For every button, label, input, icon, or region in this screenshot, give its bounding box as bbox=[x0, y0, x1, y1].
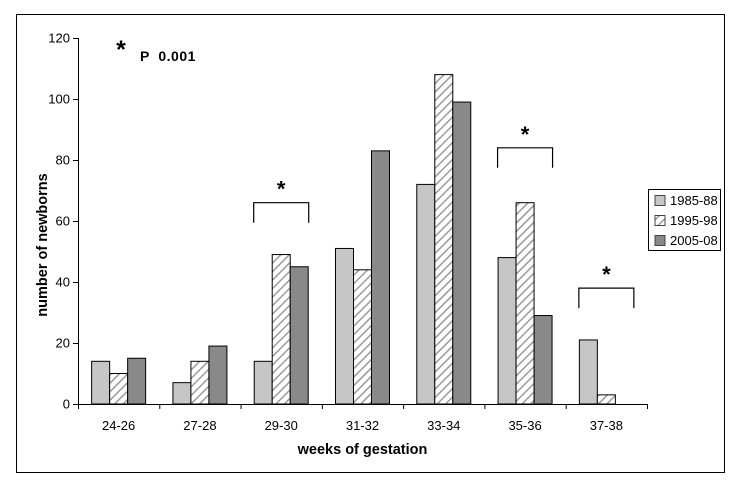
y-axis-tick-label: 40 bbox=[56, 275, 70, 290]
significance-bracket-35-36 bbox=[496, 147, 554, 168]
bar-1995-98-24-26 bbox=[109, 373, 129, 405]
bar-1985-88-31-32 bbox=[335, 247, 354, 405]
bar-2005-08-29-30 bbox=[289, 266, 309, 405]
legend-label-2005-08: 2005-08 bbox=[670, 233, 718, 248]
significance-asterisk: * bbox=[521, 122, 530, 147]
x-axis-title: weeks of gestation bbox=[297, 442, 428, 458]
bar-1985-88-27-28 bbox=[172, 382, 192, 405]
bar-1995-98-35-36 bbox=[515, 202, 535, 405]
significance-asterisk: * bbox=[602, 262, 611, 287]
x-axis-category-label: 35-36 bbox=[508, 418, 541, 433]
significance-asterisk: * bbox=[277, 177, 286, 202]
bar-2005-08-24-26 bbox=[127, 357, 147, 405]
bar-1995-98-29-30 bbox=[271, 254, 291, 405]
legend-label-1985-88: 1985-88 bbox=[670, 193, 718, 208]
p-note-asterisk: * bbox=[116, 36, 126, 64]
bar-1995-98-27-28 bbox=[190, 360, 210, 405]
bar-1995-98-37-38 bbox=[596, 394, 616, 405]
bar-1995-98-31-32 bbox=[353, 269, 372, 405]
bar-2005-08-31-32 bbox=[371, 150, 390, 405]
bar-2005-08-33-34 bbox=[452, 101, 472, 405]
bar-1985-88-35-36 bbox=[497, 257, 517, 405]
y-axis-tick-label: 100 bbox=[48, 92, 70, 107]
x-axis-category-label: 24-26 bbox=[102, 418, 135, 433]
bar-1985-88-24-26 bbox=[91, 360, 111, 405]
x-axis-category-label: 31-32 bbox=[346, 418, 379, 433]
bar-1985-88-33-34 bbox=[416, 183, 436, 405]
y-axis-tick-label: 80 bbox=[56, 153, 70, 168]
x-axis-category-label: 33-34 bbox=[427, 418, 460, 433]
p-note-text: P 0.001 bbox=[140, 48, 196, 64]
x-axis-category-label: 27-28 bbox=[183, 418, 216, 433]
y-axis-tick-label: 20 bbox=[56, 336, 70, 351]
y-axis-title: number of newborns bbox=[35, 173, 51, 316]
figure-border bbox=[16, 14, 725, 473]
legend-swatch-1985-88 bbox=[654, 195, 666, 206]
bar-2005-08-27-28 bbox=[208, 345, 228, 405]
significance-bracket-37-38 bbox=[578, 287, 635, 309]
legend-label-1995-98: 1995-98 bbox=[670, 213, 718, 228]
bar-1985-88-37-38 bbox=[578, 339, 598, 405]
legend-swatch-2005-08 bbox=[654, 235, 666, 246]
x-axis-category-label: 37-38 bbox=[590, 418, 623, 433]
y-axis-tick-label: 120 bbox=[48, 31, 70, 46]
y-axis-tick-label: 60 bbox=[56, 214, 70, 229]
bar-1985-88-29-30 bbox=[253, 360, 273, 405]
y-axis-tick-label: 0 bbox=[63, 397, 70, 412]
legend-swatch-1995-98 bbox=[654, 215, 666, 226]
bar-2005-08-35-36 bbox=[533, 315, 553, 405]
x-axis-category-label: 29-30 bbox=[265, 418, 298, 433]
significance-bracket-29-30 bbox=[253, 202, 310, 223]
bar-1995-98-33-34 bbox=[434, 74, 454, 405]
